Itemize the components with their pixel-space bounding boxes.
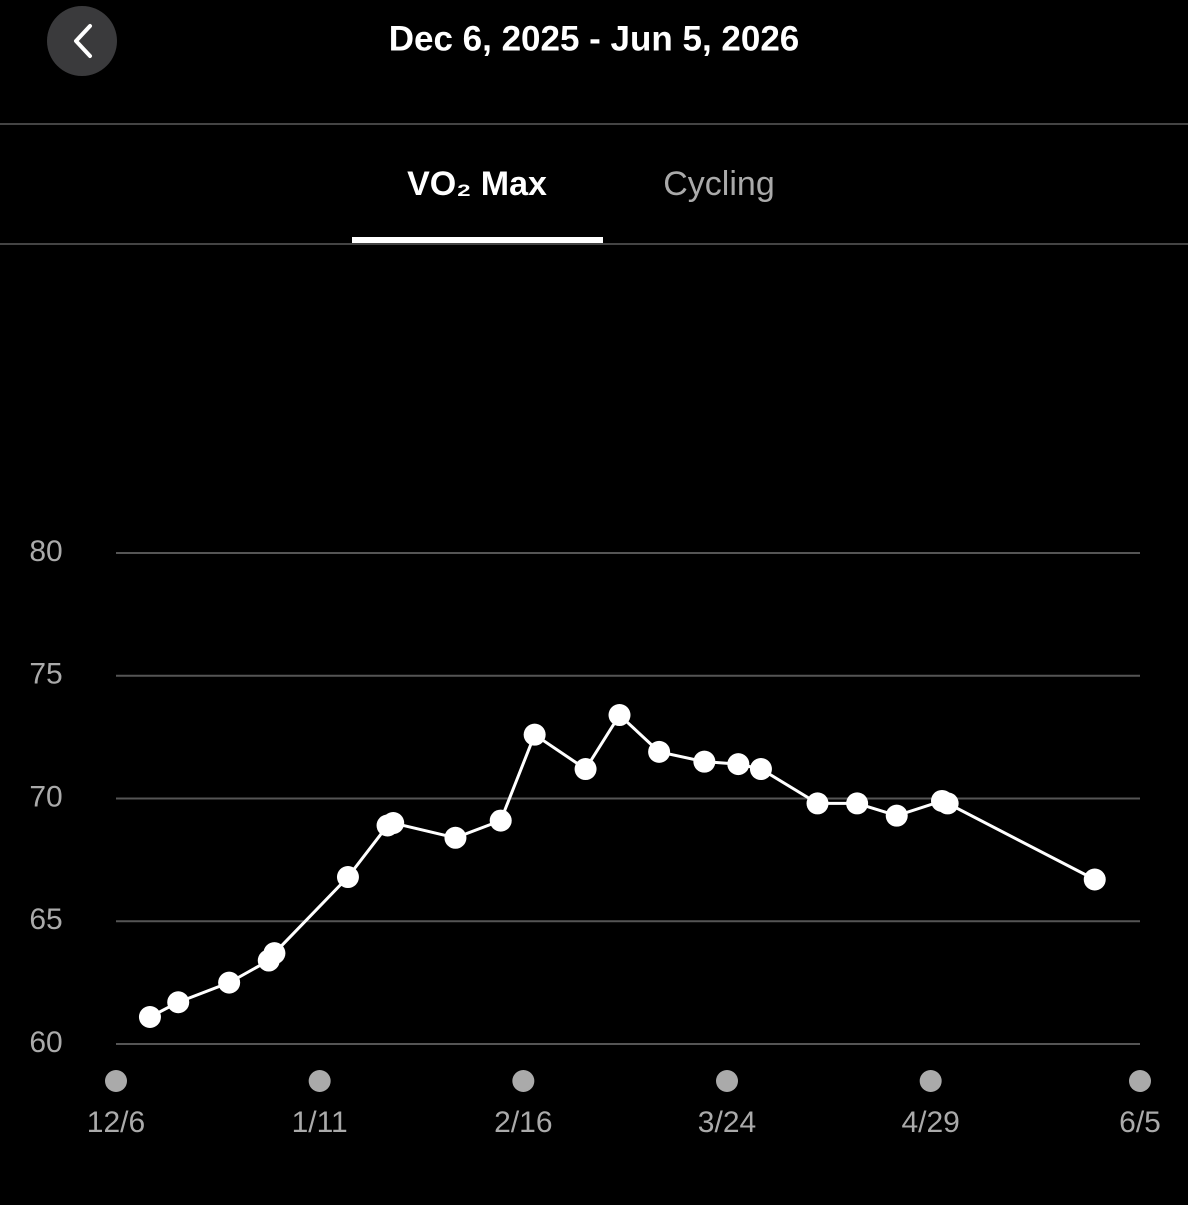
point	[218, 971, 241, 994]
x-tick-dot	[308, 1070, 331, 1092]
point	[806, 792, 829, 815]
x-tick-label: 3/24	[698, 1106, 756, 1139]
y-tick-label: 70	[29, 780, 62, 813]
point	[523, 723, 546, 746]
tab[interactable]: Cycling	[663, 165, 774, 203]
point	[1083, 868, 1106, 891]
point	[263, 942, 286, 965]
x-tick-dot	[716, 1070, 739, 1092]
point	[489, 809, 512, 832]
y-tick-label: 60	[29, 1026, 62, 1059]
x-tick-label: 12/6	[87, 1106, 145, 1139]
x-tick-label: 4/29	[901, 1106, 959, 1139]
x-tick-label: 6/5	[1119, 1106, 1161, 1139]
line	[149, 712, 1096, 1019]
point	[167, 991, 190, 1014]
point	[936, 792, 959, 815]
x-tick-dot	[919, 1070, 942, 1092]
y-tick-label: 65	[29, 903, 62, 936]
x-tick-dot	[512, 1070, 535, 1092]
header-title: Dec 6, 2025 - Jun 5, 2026	[389, 19, 800, 58]
point	[608, 704, 631, 727]
point	[138, 1005, 161, 1028]
y-tick-label: 80	[29, 535, 62, 568]
point	[749, 758, 772, 781]
point	[648, 740, 671, 763]
x-tick-dot	[105, 1070, 127, 1092]
tab-underline	[352, 237, 603, 243]
x-tick-dot	[1129, 1070, 1151, 1092]
point	[382, 812, 405, 835]
point	[444, 826, 467, 849]
point	[336, 866, 359, 889]
back-button[interactable]	[47, 6, 117, 76]
y-tick-label: 75	[29, 658, 62, 691]
tab-active[interactable]: VO₂ Max	[407, 165, 547, 203]
x-tick-label: 2/16	[494, 1106, 552, 1139]
point	[885, 804, 908, 827]
back-icon	[74, 24, 92, 58]
point	[846, 792, 869, 815]
point	[574, 758, 597, 781]
point	[693, 750, 716, 773]
point	[727, 753, 750, 776]
x-tick-label: 1/11	[292, 1106, 348, 1139]
